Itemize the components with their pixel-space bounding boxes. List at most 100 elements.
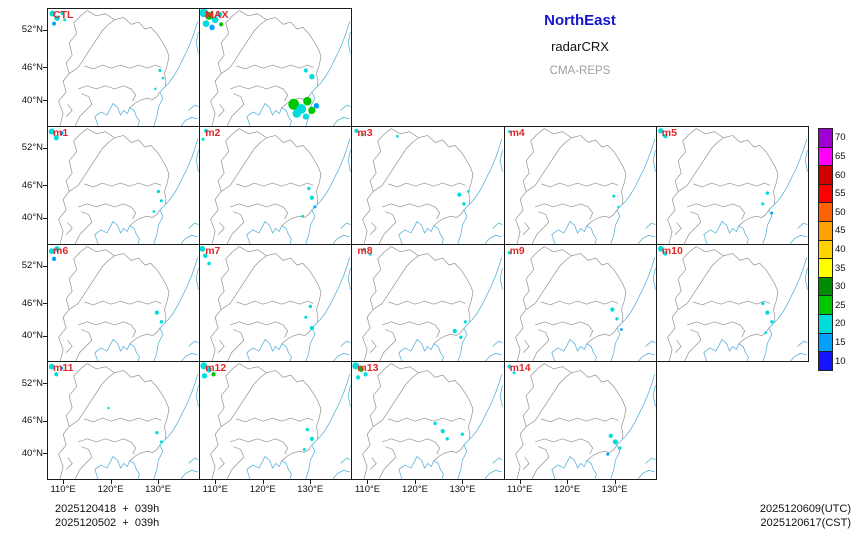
colorbar-value: 10 [835,355,846,367]
x-axis-label: 110°E [354,484,381,495]
basemap [49,10,199,126]
radar-echo [206,367,213,373]
panel-label: CTL [53,9,74,21]
colorbar-value: 15 [835,336,846,348]
colorbar-value: 55 [835,188,846,200]
panel-label: m13 [357,362,379,375]
radar-echo [309,195,315,200]
x-axis-label: 110°E [507,484,533,495]
basemap-use [210,245,352,362]
basemap [200,362,352,480]
radar-echo [158,68,162,73]
x-axis-tick [367,479,369,484]
radar-echo [440,429,446,434]
radar-echo [204,128,209,133]
radar-echoes [48,364,163,444]
radar-echo [48,364,55,370]
radar-echo [467,189,471,193]
basemap-use [666,127,808,244]
radar-echo [507,250,511,255]
radar-echo [612,439,618,445]
basemap-use [666,245,808,362]
radar-echo [611,194,615,198]
title-block: NorthEast radarCRX CMA-REPS [360,12,800,77]
x-axis-label: 120°E [97,484,124,495]
radar-echoes [49,10,165,91]
radar-echo [154,87,157,91]
map-panel-max: MAX [199,8,353,127]
radar-echo [760,301,765,305]
basemap-use [362,127,504,244]
colorbar [818,128,833,371]
init-time-line1: 2025120418 + 039h [55,503,160,515]
colorbar-value: 25 [835,299,846,311]
radar-echo [202,20,210,27]
radar-echo [354,128,360,133]
map-panel-m11: m11 [47,361,201,481]
x-axis-tick [262,479,264,484]
product-title: radarCRX [551,39,609,54]
basemap-use [514,245,656,362]
radar-echo [765,191,769,195]
radar-echo [657,245,664,252]
y-axis-label: 40°N [21,330,43,342]
x-axis-label: 110°E [50,484,76,495]
x-axis-label: 110°E [202,484,228,495]
radar-echo [209,24,216,31]
radar-echo [662,133,668,139]
region-title: NorthEast [544,12,616,29]
init-time-line2: 2025120502 + 039h [55,517,160,529]
radar-echo [464,319,468,323]
radar-echo [54,245,60,252]
radar-echo [60,10,65,15]
x-axis-label: 120°E [554,484,581,495]
radar-echo [159,199,163,203]
radar-echo [205,11,214,20]
radar-echoes [362,247,468,339]
radar-echo [200,245,206,252]
x-axis-tick [63,479,65,484]
y-axis-tick [42,265,47,267]
basemap-use [58,363,199,480]
radar-echo [619,327,623,331]
y-axis-tick [42,383,47,385]
y-axis-tick [42,147,47,149]
radar-echoes [201,128,317,218]
y-axis-tick [42,453,47,455]
y-axis-label: 40°N [21,212,43,224]
radar-echo [202,373,208,379]
y-axis-label: 52°N [21,24,43,36]
y-axis-tick [42,67,47,69]
y-axis-tick [42,217,47,219]
radar-echo [507,364,512,370]
radar-echo [63,18,67,22]
radar-echo [159,319,164,324]
x-axis-label: 130°E [449,484,476,495]
radar-echo [662,250,668,256]
radar-echo [51,256,57,261]
radar-echo [48,247,55,254]
colorbar-value: 20 [835,318,846,330]
map-panel-m12: m12 [199,361,353,481]
panel-label: m6 [53,244,69,257]
radar-echo [396,134,400,138]
y-axis-tick [42,185,47,187]
colorbar-segment [819,147,832,167]
radar-echoes [48,128,163,213]
x-axis-label: 120°E [249,484,276,495]
y-axis-label: 40°N [21,94,43,106]
map-panel-m2: m2 [199,125,353,245]
radar-echo [59,130,64,135]
radar-echo [657,127,664,134]
valid-time-utc: 2025120609(UTC) [759,503,851,515]
panel-label: m11 [53,362,74,375]
radar-echo [305,428,310,432]
y-axis-label: 40°N [21,447,43,459]
radar-echo [155,431,159,435]
radar-echo [461,432,465,437]
radar-echo [59,366,64,371]
colorbar-segment [819,277,832,297]
basemap-use [362,245,504,362]
basemap-use [210,10,352,126]
radar-echo [457,192,462,197]
